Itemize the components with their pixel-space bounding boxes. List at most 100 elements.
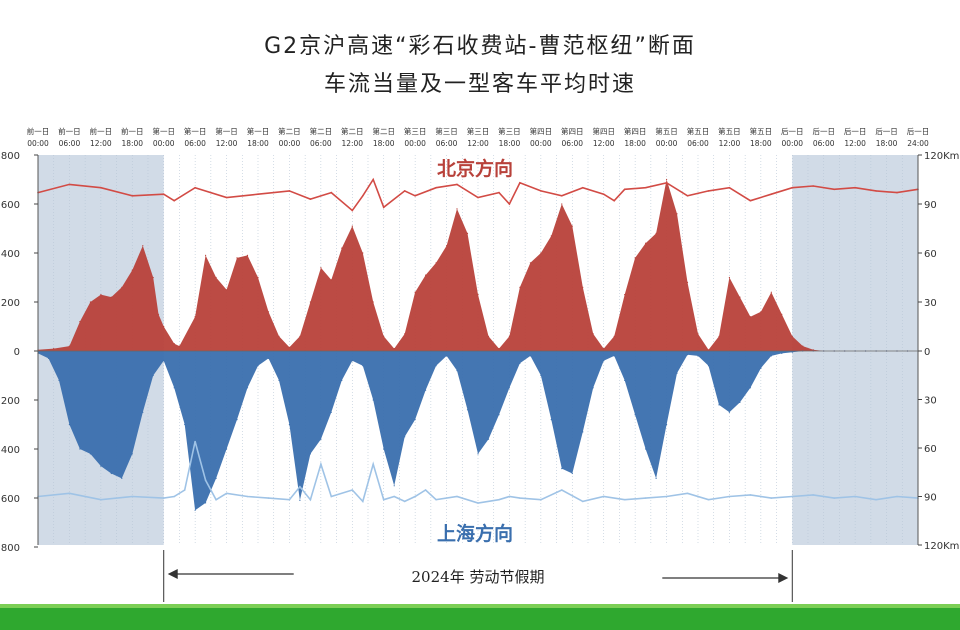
x-tick-time: 12:00: [216, 139, 238, 148]
x-tick-day: 前一日: [121, 126, 144, 136]
data-point: [257, 193, 259, 195]
series-label-beijing: 北京方向: [437, 157, 513, 180]
data-point: [89, 453, 91, 455]
right-axis-tick: 30: [924, 396, 937, 407]
data-point: [362, 195, 364, 197]
arrow-right-icon: [778, 573, 789, 583]
data-point: [288, 498, 291, 501]
data-point: [372, 178, 375, 181]
x-tick-day: 前一日: [58, 126, 81, 136]
left-axis-tick: 400: [1, 445, 20, 456]
data-point: [540, 374, 542, 377]
x-tick-day: 第一日: [247, 126, 270, 136]
data-point: [519, 497, 521, 499]
data-point: [173, 495, 175, 498]
data-point: [110, 472, 112, 475]
data-point: [477, 502, 479, 504]
data-point: [320, 267, 322, 269]
chart-title: G2京沪高速“彩石收费站-曹范枢纽”断面 车流当量及一型客车平均时速: [0, 28, 960, 104]
data-point: [791, 186, 794, 189]
data-point: [728, 276, 731, 279]
x-tick-time: 12:00: [341, 139, 363, 148]
data-point: [508, 387, 510, 389]
data-point: [121, 477, 123, 479]
data-point: [676, 372, 678, 374]
x-tick-time: 12:00: [719, 139, 741, 148]
data-point: [571, 472, 573, 475]
data-point: [351, 209, 354, 212]
data-point: [131, 495, 134, 498]
data-point: [791, 335, 793, 337]
x-tick-time: 00:00: [656, 139, 678, 148]
data-point: [529, 355, 532, 357]
data-point: [152, 374, 154, 377]
left-axis-tick: 600: [1, 200, 20, 211]
data-point: [79, 321, 81, 323]
data-point: [178, 345, 180, 347]
data-point: [466, 232, 469, 234]
data-point: [236, 419, 238, 421]
data-point: [382, 498, 385, 501]
data-point: [215, 477, 217, 479]
x-tick-day: 前一日: [90, 126, 113, 136]
data-point: [424, 489, 427, 491]
data-point: [896, 495, 898, 498]
data-point: [686, 354, 689, 356]
x-tick-day: 第五日: [687, 126, 710, 136]
data-point: [592, 387, 594, 389]
data-point: [812, 349, 814, 351]
data-point: [309, 498, 312, 501]
data-point: [68, 492, 71, 495]
data-point: [68, 345, 70, 347]
data-point: [498, 498, 500, 501]
data-point: [236, 257, 238, 259]
holiday-annotation-group: 2024年 劳动节假期: [163, 550, 793, 602]
data-point: [100, 465, 102, 467]
series-speed-line-2: [37, 177, 919, 212]
data-point: [403, 190, 406, 192]
data-point: [110, 296, 112, 298]
data-point: [749, 199, 752, 202]
x-tick-time: 06:00: [687, 139, 709, 148]
data-point: [414, 419, 416, 421]
data-point: [728, 411, 731, 413]
data-point: [623, 188, 626, 191]
data-point: [456, 495, 458, 498]
data-point: [58, 379, 60, 381]
data-point: [100, 294, 102, 296]
data-point: [173, 343, 175, 345]
data-point: [53, 348, 55, 350]
x-tick-time: 12:00: [593, 139, 615, 148]
data-point: [383, 448, 385, 450]
data-point: [372, 399, 374, 401]
data-point: [299, 335, 301, 337]
data-point: [435, 498, 437, 501]
data-point: [194, 316, 196, 318]
data-point: [508, 495, 511, 498]
left-axis-tick: 200: [1, 396, 20, 407]
data-point: [320, 438, 322, 440]
x-tick-day: 第三日: [435, 126, 458, 136]
data-point: [529, 262, 532, 264]
x-tick-time: 24:00: [907, 139, 929, 148]
x-tick-day: 后一日: [844, 126, 867, 136]
x-tick-time: 00:00: [530, 139, 552, 148]
data-point: [582, 286, 584, 288]
data-point: [205, 254, 207, 256]
data-point: [561, 468, 563, 470]
data-point: [173, 387, 175, 389]
data-point: [686, 492, 689, 495]
chart-title-line-1: G2京沪高速“彩石收费站-曹范枢纽”断面: [264, 34, 696, 59]
x-tick-day: 第五日: [750, 126, 773, 136]
data-point: [330, 279, 332, 281]
series-area-3: [38, 351, 918, 511]
x-tick-day: 第二日: [372, 126, 395, 136]
data-point: [162, 193, 165, 195]
data-point: [362, 500, 364, 503]
data-point: [645, 242, 647, 244]
data-point: [404, 436, 406, 438]
left-axis-tick: 0: [14, 347, 20, 358]
data-point: [561, 489, 563, 491]
x-tick-time: 00:00: [27, 139, 49, 148]
data-point: [414, 495, 416, 498]
